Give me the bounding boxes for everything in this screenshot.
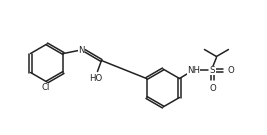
Text: Cl: Cl (42, 84, 50, 92)
Text: S: S (210, 66, 215, 75)
Text: O: O (209, 84, 216, 93)
Text: N: N (78, 46, 85, 55)
Text: O: O (227, 66, 234, 75)
Text: HO: HO (89, 74, 102, 83)
Text: NH: NH (187, 66, 200, 75)
